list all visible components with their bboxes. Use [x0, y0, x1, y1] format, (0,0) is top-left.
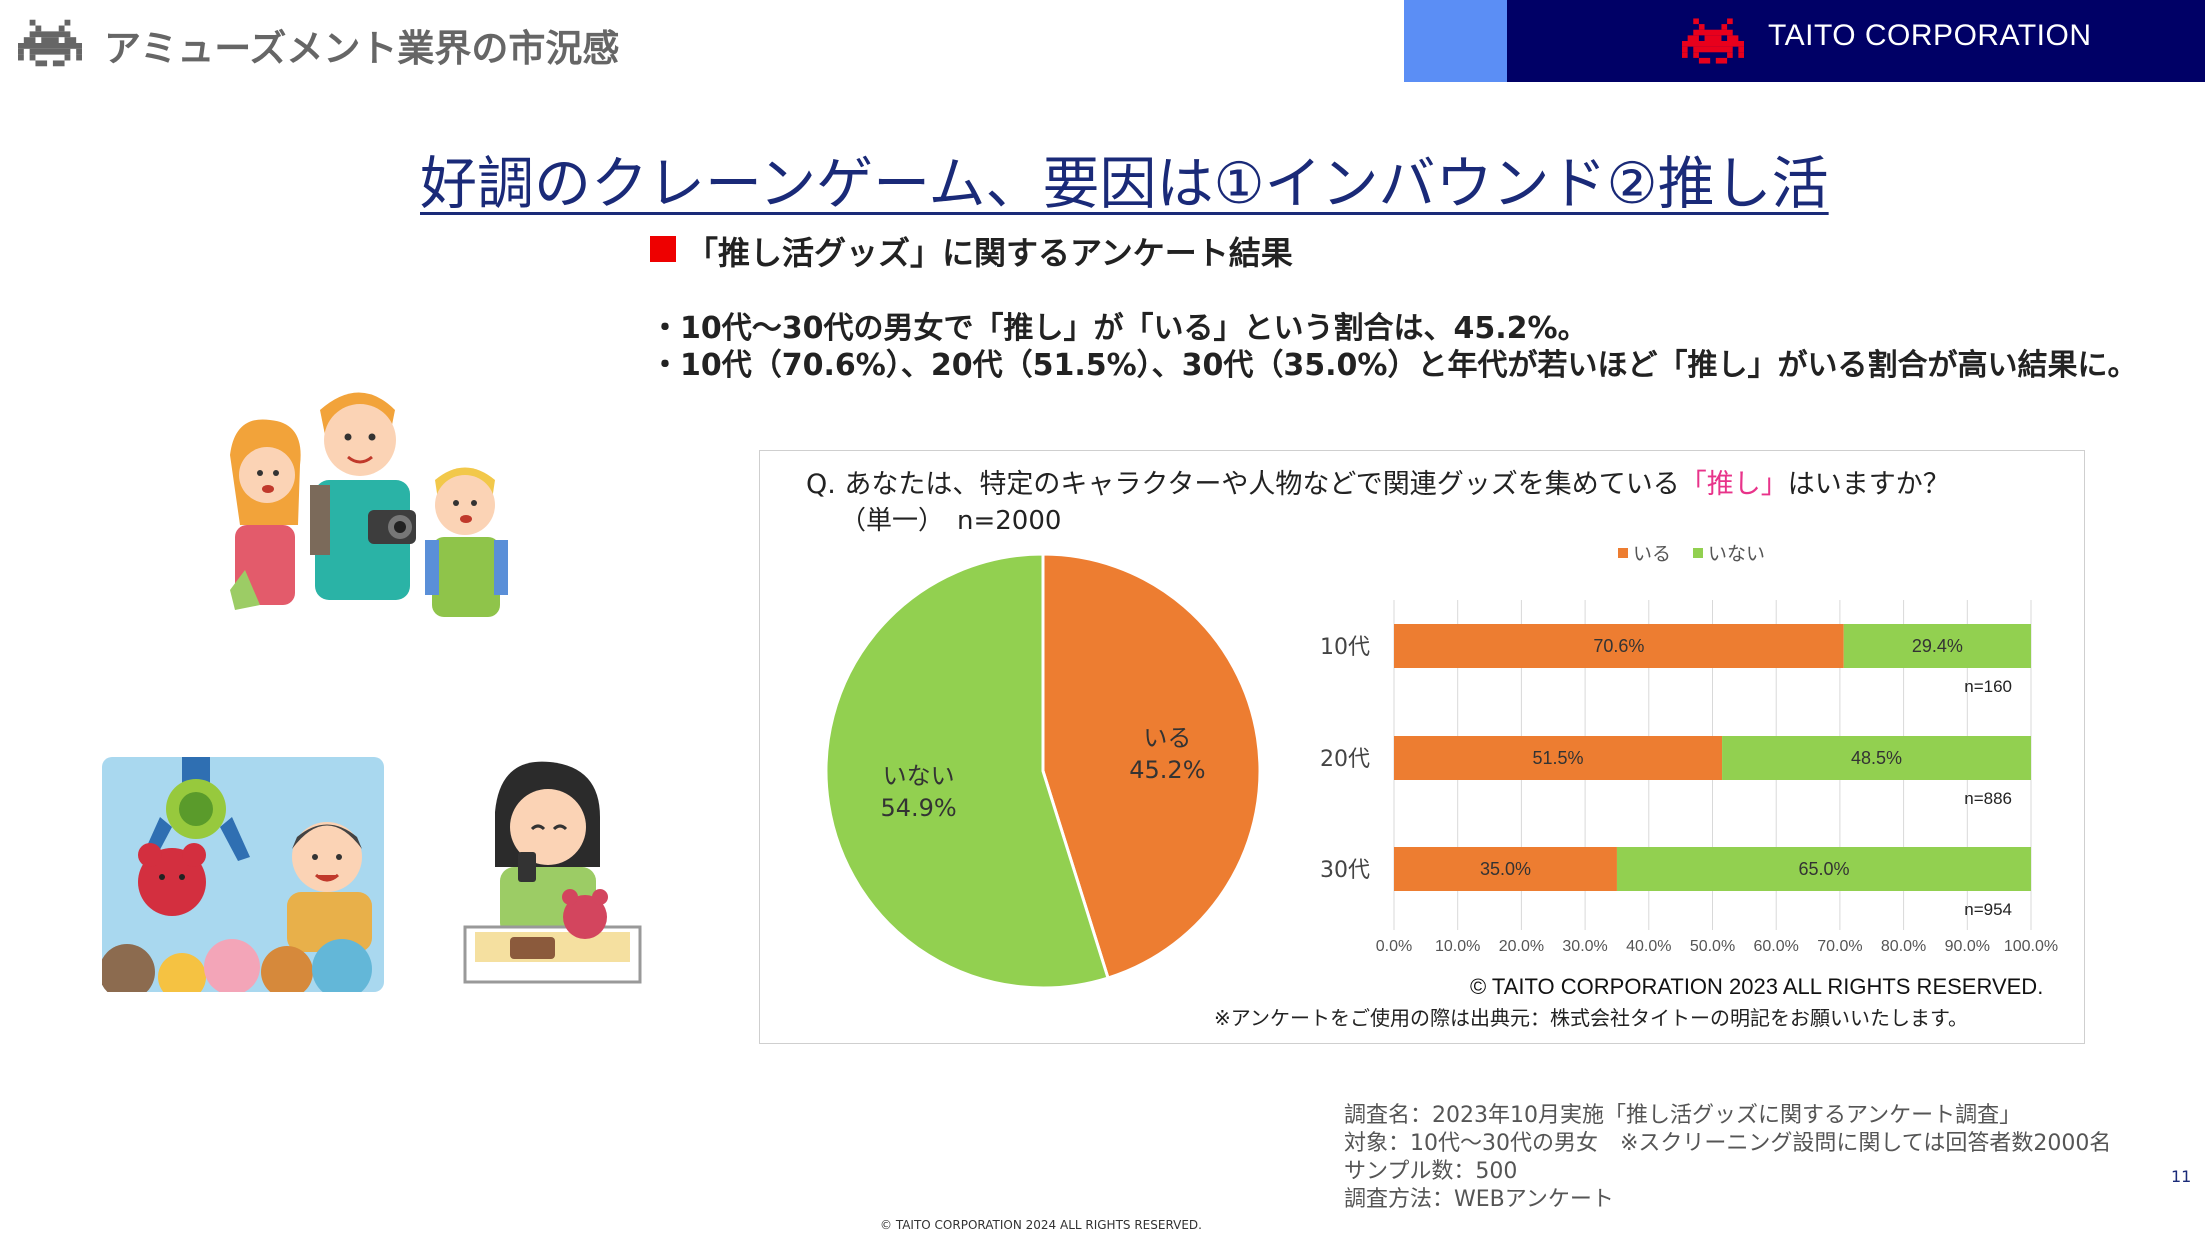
bar-segment: [1843, 624, 2031, 668]
bar-category-label: 10代: [1320, 635, 1370, 660]
red-square-marker: [650, 236, 676, 262]
pie-slice: [1041, 552, 1262, 980]
header-title: アミューズメント業界の市況感: [104, 27, 620, 70]
pie-slice-value: 54.9%: [880, 794, 956, 822]
bar-category-label: 30代: [1320, 858, 1370, 883]
chart-copyright: © TAITO CORPORATION 2023 ALL RIGHTS RESE…: [1470, 974, 2044, 999]
bar-data-label: 35.0%: [1480, 859, 1531, 879]
legend-swatch: [1693, 548, 1703, 558]
x-tick-label: 0.0%: [1376, 938, 1412, 955]
pie-slice-label: いない: [883, 762, 955, 790]
bar-data-label: 51.5%: [1533, 748, 1584, 768]
bar-data-label: 29.4%: [1912, 636, 1963, 656]
bar-segment: [1394, 624, 1844, 668]
legend-label: いない: [1708, 543, 1765, 565]
summary-bullet: ・10代～30代の男女で「推し」が「いる」という割合は、45.2%。: [650, 311, 1588, 346]
question-subtext: （単一） n=2000: [840, 506, 1062, 536]
bar-segment: [1394, 736, 1723, 780]
x-tick-label: 50.0%: [1690, 938, 1735, 955]
family-tourists-illustration: [230, 392, 508, 617]
summary-bullet: ・10代（70.6%）、20代（51.5%）、30代（35.0%）と年代が若いほ…: [650, 348, 2138, 383]
x-tick-label: 90.0%: [1945, 938, 1990, 955]
usage-note: ※アンケートをご使用の際は出典元：株式会社タイトーの明記をお願いいたします。: [1214, 1006, 1968, 1030]
x-tick-label: 70.0%: [1817, 938, 1862, 955]
legend-label: いる: [1633, 543, 1671, 565]
survey-sample: サンプル数：500: [1344, 1159, 1518, 1184]
x-tick-label: 30.0%: [1562, 938, 1607, 955]
survey-name: 調査名：2023年10月実施「推し活グッズに関するアンケート調査」: [1344, 1103, 2022, 1128]
bar-segment: [1616, 847, 2031, 891]
survey-method: 調査方法：WEBアンケート: [1344, 1187, 1614, 1212]
question-highlight: 「推し」: [1679, 469, 1788, 500]
pie-slice-value: 45.2%: [1129, 756, 1205, 784]
survey-target: 対象：10代～30代の男女 ※スクリーニング設問に関しては回答者数2000名: [1344, 1131, 2112, 1156]
header-accent-block: [1404, 0, 1507, 82]
brand-name: TAITO CORPORATION: [1768, 19, 2092, 52]
survey-question: Q. あなたは、特定のキャラクターや人物などで関連グッズを集めている「推し」はい…: [806, 462, 1950, 501]
space-invader-icon: [18, 19, 82, 67]
pie-slice: [824, 552, 1110, 990]
x-tick-label: 60.0%: [1754, 938, 1799, 955]
pie-slice-label: いる: [1143, 724, 1191, 752]
x-tick-label: 10.0%: [1435, 938, 1480, 955]
x-tick-label: 100.0%: [2004, 938, 2058, 955]
sample-size-label: n=954: [1964, 900, 2012, 919]
x-tick-label: 80.0%: [1881, 938, 1926, 955]
bar-segment: [1722, 736, 2031, 780]
bar-data-label: 48.5%: [1851, 748, 1902, 768]
girl-with-phone-illustration: [463, 761, 642, 984]
bar-segment: [1394, 847, 1617, 891]
sample-size-label: n=160: [1964, 677, 2012, 696]
sample-size-label: n=886: [1964, 789, 2012, 808]
question-prefix: Q. あなたは、特定のキャラクターや人物などで関連グッズを集めている: [806, 469, 1680, 500]
main-title: 好調のクレーンゲーム、要因は①インバウンド②推し活: [420, 151, 1829, 217]
legend-swatch: [1618, 548, 1628, 558]
page-number: 11: [2171, 1167, 2192, 1186]
bar-category-label: 20代: [1320, 747, 1370, 772]
bar-data-label: 70.6%: [1593, 636, 1644, 656]
crane-game-illustration: [102, 757, 384, 992]
brand-bar: [1507, 0, 2205, 82]
bar-data-label: 65.0%: [1798, 859, 1849, 879]
space-invader-logo-icon: [1682, 18, 1744, 64]
footer-copyright: © TAITO CORPORATION 2024 ALL RIGHTS RESE…: [880, 1218, 1202, 1232]
x-tick-label: 40.0%: [1626, 938, 1671, 955]
section-title: 「推し活グッズ」に関するアンケート結果: [686, 234, 1293, 272]
question-suffix: はいますか？: [1787, 469, 1950, 500]
x-tick-label: 20.0%: [1499, 938, 1544, 955]
